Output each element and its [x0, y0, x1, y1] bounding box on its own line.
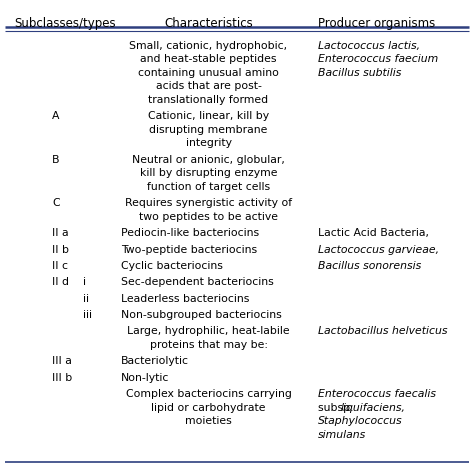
Text: Small, cationic, hydrophobic,: Small, cationic, hydrophobic, — [129, 41, 288, 51]
Text: Enterococcus faecium: Enterococcus faecium — [318, 55, 438, 64]
Text: simulans: simulans — [318, 430, 366, 440]
Text: Pediocin-like bacteriocins: Pediocin-like bacteriocins — [121, 228, 259, 238]
Text: Bacillus subtilis: Bacillus subtilis — [318, 68, 401, 78]
Text: containing unusual amino: containing unusual amino — [138, 68, 279, 78]
Text: subsp.: subsp. — [318, 403, 356, 413]
Text: Enterococcus faecalis: Enterococcus faecalis — [318, 389, 436, 399]
Text: Subclasses/types: Subclasses/types — [14, 17, 116, 29]
Text: Requires synergistic activity of: Requires synergistic activity of — [125, 198, 292, 208]
Text: Leaderless bacteriocins: Leaderless bacteriocins — [121, 294, 249, 304]
Text: II a: II a — [52, 228, 69, 238]
Text: Lactococcus lactis,: Lactococcus lactis, — [318, 41, 419, 51]
Text: Bacteriolytic: Bacteriolytic — [121, 356, 189, 366]
Text: Two-peptide bacteriocins: Two-peptide bacteriocins — [121, 245, 257, 255]
Text: Characteristics: Characteristics — [164, 17, 253, 29]
Text: C: C — [52, 198, 60, 208]
Text: iii: iii — [83, 310, 92, 320]
Text: Neutral or anionic, globular,: Neutral or anionic, globular, — [132, 155, 285, 165]
Text: Staphylococcus: Staphylococcus — [318, 416, 402, 426]
Text: Lactic Acid Bacteria,: Lactic Acid Bacteria, — [318, 228, 428, 238]
Text: II b: II b — [52, 245, 69, 255]
Text: II c: II c — [52, 261, 68, 271]
Text: and heat-stable peptides: and heat-stable peptides — [140, 55, 277, 64]
Text: II d: II d — [52, 277, 69, 287]
Text: proteins that may be:: proteins that may be: — [150, 340, 267, 350]
Text: disrupting membrane: disrupting membrane — [149, 125, 268, 135]
Text: Large, hydrophilic, heat-labile: Large, hydrophilic, heat-labile — [127, 327, 290, 337]
Text: Complex bacteriocins carrying: Complex bacteriocins carrying — [126, 389, 292, 399]
Text: Lactobacillus helveticus: Lactobacillus helveticus — [318, 327, 447, 337]
Text: moieties: moieties — [185, 416, 232, 426]
Text: Bacillus sonorensis: Bacillus sonorensis — [318, 261, 421, 271]
Text: integrity: integrity — [185, 138, 232, 148]
Text: Non-subgrouped bacteriocins: Non-subgrouped bacteriocins — [121, 310, 282, 320]
Text: function of target cells: function of target cells — [147, 182, 270, 192]
Text: Non-lytic: Non-lytic — [121, 373, 169, 383]
Text: i: i — [83, 277, 86, 287]
Text: ii: ii — [83, 294, 89, 304]
Text: A: A — [52, 111, 60, 121]
Text: liquifaciens,: liquifaciens, — [340, 403, 405, 413]
Text: Lactococcus garvieae,: Lactococcus garvieae, — [318, 245, 439, 255]
Text: B: B — [52, 155, 60, 165]
Text: Producer organisms: Producer organisms — [318, 17, 435, 29]
Text: translationally formed: translationally formed — [148, 95, 269, 105]
Text: Cationic, linear, kill by: Cationic, linear, kill by — [148, 111, 269, 121]
Text: III a: III a — [52, 356, 72, 366]
Text: two peptides to be active: two peptides to be active — [139, 212, 278, 222]
Text: acids that are post-: acids that are post- — [155, 82, 262, 91]
Text: Sec-dependent bacteriocins: Sec-dependent bacteriocins — [121, 277, 273, 287]
Text: III b: III b — [52, 373, 73, 383]
Text: kill by disrupting enzyme: kill by disrupting enzyme — [140, 168, 277, 178]
Text: Cyclic bacteriocins: Cyclic bacteriocins — [121, 261, 223, 271]
Text: lipid or carbohydrate: lipid or carbohydrate — [151, 403, 266, 413]
